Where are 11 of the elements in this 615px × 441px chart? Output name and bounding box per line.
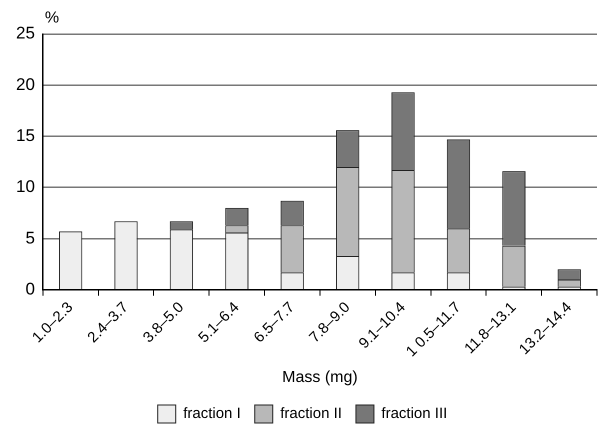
x-axis-title: Mass (mg) — [282, 368, 358, 386]
y-axis-title: % — [44, 9, 60, 26]
y-tick-label: 15 — [16, 126, 35, 145]
legend-label: fraction II — [280, 405, 342, 422]
y-tick-label: 20 — [16, 74, 35, 94]
y-tick-label: 10 — [16, 177, 35, 196]
y-tick-label: 5 — [25, 228, 35, 248]
y-tick-label: 0 — [25, 279, 35, 298]
y-tick-label: 25 — [16, 24, 35, 43]
legend-label: fraction I — [183, 405, 241, 422]
legend-label: fraction III — [381, 405, 448, 422]
